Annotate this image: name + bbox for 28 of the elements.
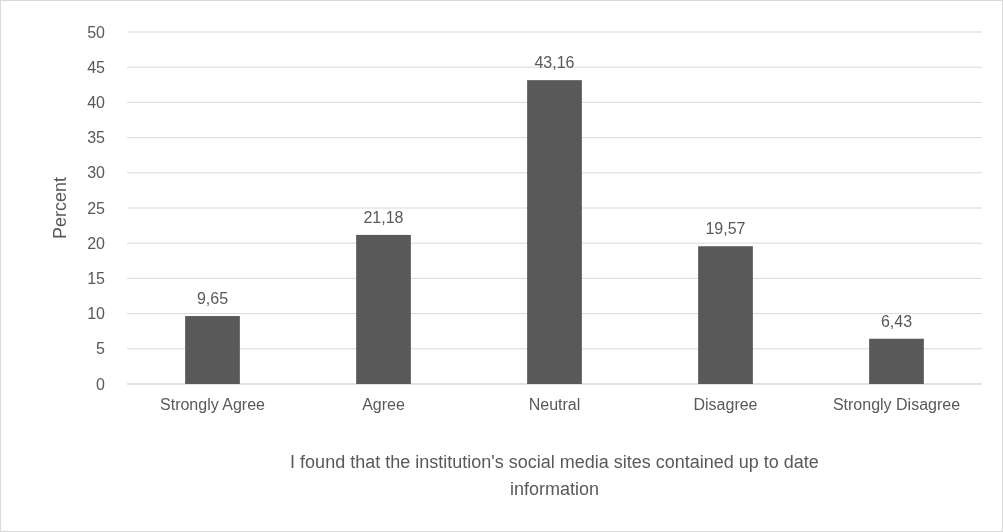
bar bbox=[527, 80, 582, 384]
y-tick-label: 40 bbox=[87, 94, 106, 111]
y-tick-label: 15 bbox=[87, 270, 106, 287]
bar bbox=[698, 246, 753, 384]
x-axis-title: I found that the institution's social media sites contained up to date information bbox=[290, 452, 819, 499]
x-tick-label: Disagree bbox=[693, 396, 758, 413]
bar bbox=[356, 234, 411, 384]
y-tick-label: 45 bbox=[87, 58, 106, 76]
y-tick-label: 0 bbox=[96, 375, 106, 393]
y-tick-label: 25 bbox=[87, 199, 106, 217]
y-tick-label: 30 bbox=[87, 164, 106, 182]
y-axis-title: Percent bbox=[50, 176, 70, 240]
data-label: 9,65 bbox=[196, 290, 229, 308]
bar bbox=[185, 316, 240, 384]
x-tick-label: Agree bbox=[362, 396, 405, 413]
data-label: 21,18 bbox=[363, 208, 404, 226]
y-tick-label: 10 bbox=[87, 305, 106, 323]
y-tick-label: 35 bbox=[87, 129, 106, 147]
x-tick-label: Strongly Disagree bbox=[832, 396, 961, 413]
data-label: 19,57 bbox=[705, 220, 746, 238]
bar bbox=[869, 338, 924, 384]
x-tick-label: Strongly Agree bbox=[160, 396, 266, 413]
y-tick-label: 50 bbox=[87, 23, 106, 41]
y-tick-label: 20 bbox=[87, 234, 106, 252]
y-tick-label: 5 bbox=[96, 340, 106, 358]
data-label: 6,43 bbox=[880, 312, 913, 330]
data-label: 43,16 bbox=[534, 54, 575, 72]
x-tick-label: Neutral bbox=[528, 396, 581, 413]
